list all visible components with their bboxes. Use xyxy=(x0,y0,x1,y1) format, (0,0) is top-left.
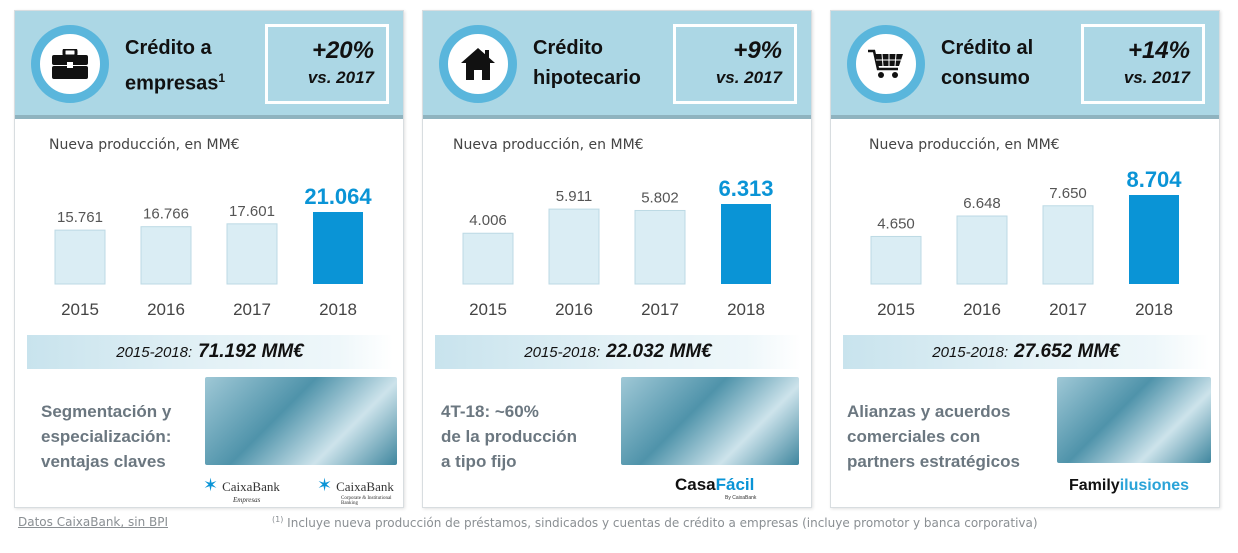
bar-chart: 4.650 2015 6.648 2016 7.650 2017 8.704 2018 xyxy=(870,171,1182,319)
panel-title: Crédito a empresas1 xyxy=(125,37,226,95)
total-banner: 2015-2018: 71.192 MM€ xyxy=(27,335,393,369)
familyilusiones-logo: Familyilusiones xyxy=(1069,477,1190,494)
bar-2016 xyxy=(548,208,600,285)
total-banner: 2015-2018: 22.032 MM€ xyxy=(435,335,801,369)
year-label: 2015 xyxy=(61,300,99,319)
value-label: 5.911 xyxy=(556,188,592,205)
value-label: 7.650 xyxy=(1049,185,1087,202)
bar-chart: 15.761 2015 16.766 2016 17.601 2017 21.064 2018 xyxy=(54,184,372,319)
chart-subtitle: Nueva producción, en MM€ xyxy=(869,137,1060,153)
year-label: 2016 xyxy=(147,300,185,319)
year-label: 2015 xyxy=(469,300,507,319)
growth-box: +9% vs. 2017 xyxy=(673,24,797,104)
value-label: 21.064 xyxy=(304,184,372,209)
bar-2016 xyxy=(140,226,192,285)
year-label: 2016 xyxy=(963,300,1001,319)
panel-title: Crédito hipotecario xyxy=(533,37,641,89)
year-label: 2016 xyxy=(555,300,593,319)
casafacil-logo: CasaFácil By CaixaBank xyxy=(675,475,757,501)
chart-subtitle: Nueva producción, en MM€ xyxy=(49,137,240,153)
bar-2017 xyxy=(226,223,278,285)
year-label: 2017 xyxy=(641,300,679,319)
value-label: 15.761 xyxy=(57,209,103,226)
panel-header: Crédito al consumo +14% vs. 2017 xyxy=(831,11,1219,119)
bar-chart: 4.006 2015 5.911 2016 5.802 2017 6.313 2018 xyxy=(462,176,774,319)
shopping-cart-icon xyxy=(847,25,925,103)
bar-2015 xyxy=(54,229,106,285)
value-label: 16.766 xyxy=(143,206,189,223)
highlight-note: Segmentación y especialización: ventajas c… xyxy=(41,402,172,471)
caixabank-empresas-logo: ✶ CaixaBank Empresas xyxy=(203,475,280,504)
bar-2018 xyxy=(721,204,771,284)
value-label: 17.601 xyxy=(229,203,275,220)
source-link[interactable]: Datos CaixaBank, sin BPI xyxy=(18,515,169,529)
value-label: 6.648 xyxy=(963,195,1001,212)
value-label: 6.313 xyxy=(718,176,773,201)
business-team-photo xyxy=(205,377,397,465)
briefcase-icon xyxy=(31,25,109,103)
bar-2017 xyxy=(634,209,686,285)
growth-box: +14% vs. 2017 xyxy=(1081,24,1205,104)
value-label: 4.650 xyxy=(877,215,915,232)
highlight-note: 4T-18: ~60% de la producción a tipo fijo xyxy=(441,402,578,471)
growth-box: +20% vs. 2017 xyxy=(265,24,389,104)
value-label: 5.802 xyxy=(641,189,679,206)
house-icon xyxy=(439,25,517,103)
car-dealer-photo xyxy=(1057,377,1211,463)
value-label: 8.704 xyxy=(1126,171,1182,192)
total-banner: 2015-2018: 27.652 MM€ xyxy=(843,335,1209,369)
panel-credito-consumo: Crédito al consumo +14% vs. 2017 Nueva pro… xyxy=(830,10,1220,508)
bar-2015 xyxy=(462,232,514,285)
bar-2015 xyxy=(870,235,922,285)
couple-home-photo xyxy=(621,377,799,465)
caixabank-cib-logo: ✶ CaixaBank Corporate & Institutional Ban… xyxy=(317,475,394,506)
year-label: 2017 xyxy=(233,300,271,319)
panel-title: Crédito al consumo xyxy=(941,37,1034,89)
year-label: 2017 xyxy=(1049,300,1087,319)
year-label: 2015 xyxy=(877,300,915,319)
year-label: 2018 xyxy=(727,300,765,319)
panel-header: Crédito hipotecario +9% vs. 2017 xyxy=(423,11,811,119)
year-label: 2018 xyxy=(319,300,357,319)
footnote: (1) Incluye nueva producción de préstamo… xyxy=(272,515,1038,530)
bar-2016 xyxy=(956,215,1008,285)
chart-subtitle: Nueva producción, en MM€ xyxy=(453,137,644,153)
panel-credito-empresas: Crédito a empresas1 +20% vs. 2017 Nueva pr… xyxy=(14,10,404,508)
bar-2018 xyxy=(1129,195,1179,284)
value-label: 4.006 xyxy=(469,212,507,229)
bar-2017 xyxy=(1042,205,1094,285)
panel-credito-hipotecario: Crédito hipotecario +9% vs. 2017 Nueva pro… xyxy=(422,10,812,508)
bar-2018 xyxy=(313,212,363,284)
year-label: 2018 xyxy=(1135,300,1173,319)
panel-header: Crédito a empresas1 +20% vs. 2017 xyxy=(15,11,403,119)
highlight-note: Alianzas y acuerdos comerciales con partne… xyxy=(847,402,1020,471)
